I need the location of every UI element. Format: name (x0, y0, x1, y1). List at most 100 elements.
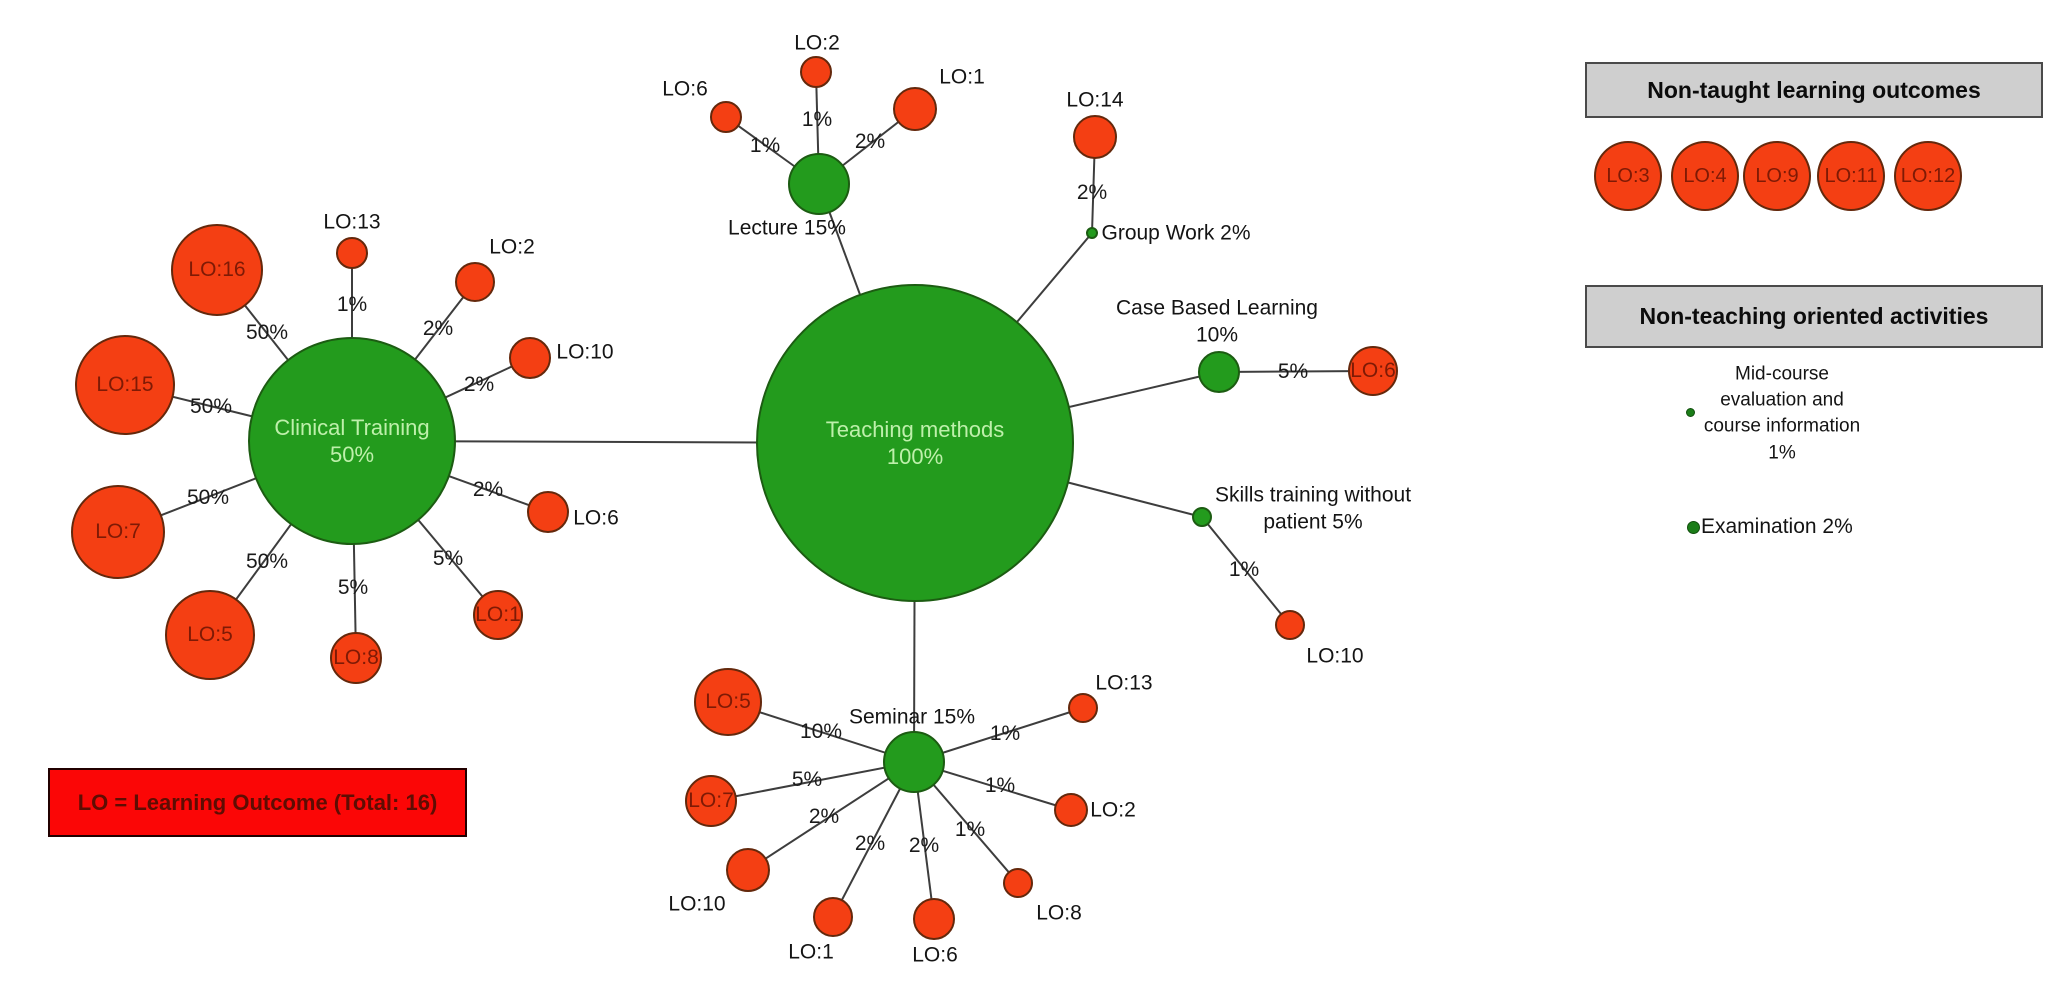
node-lo8-seminar (1003, 868, 1033, 898)
node-lo5-seminar: LO:5 (694, 668, 762, 736)
node-lo16-clinical: LO:16 (171, 224, 263, 316)
edge-label-seminar-lo5-seminar: 10% (799, 720, 843, 743)
edge-case-based-learning-lo6-cbl (1218, 370, 1374, 373)
edge-seminar-lo7-seminar (710, 761, 915, 802)
non-taught-lo-chip: LO:3 (1594, 141, 1662, 211)
node-label-lo8-clinical: LO:8 (333, 645, 379, 669)
edge-label-clinical-training-lo7-clinical: 50% (186, 486, 230, 509)
node-label-lo2-lecture: LO:2 (794, 31, 840, 55)
node-lo10-seminar (726, 848, 770, 892)
node-label-lo10-clinical: LO:10 (556, 340, 614, 364)
node-lo2-seminar (1054, 793, 1088, 827)
node-label-teaching-methods: Teaching methods 100% (825, 416, 1005, 470)
node-lo1-clinical: LO:1 (473, 590, 523, 640)
edge-label-seminar-lo7-seminar: 5% (791, 768, 823, 791)
node-label-lo2-clinical: LO:2 (489, 235, 535, 259)
node-label-lo15-clinical: LO:15 (96, 372, 154, 396)
node-label-lo6-seminar: LO:6 (912, 943, 958, 967)
node-label-lecture: Lecture 15% (728, 216, 846, 240)
node-skills-training (1192, 507, 1212, 527)
node-lo13-seminar (1068, 693, 1098, 723)
non-taught-lo-chip: LO:12 (1894, 141, 1962, 211)
node-lo1-lecture (893, 87, 937, 131)
edge-label-seminar-lo1-seminar: 2% (854, 832, 886, 855)
edge-label-lecture-lo1-lecture: 2% (854, 130, 886, 153)
node-label-lo14-group-work: LO:14 (1066, 88, 1124, 112)
node-label-lo7-clinical: LO:7 (95, 519, 141, 543)
node-label-clinical-training: Clinical Training 50% (274, 414, 430, 468)
edge-label-group-work-lo14-group-work: 2% (1076, 181, 1108, 204)
examination-dot-icon (1687, 521, 1700, 534)
node-label-lo13-clinical: LO:13 (323, 210, 381, 234)
node-label-group-work: Group Work 2% (1101, 221, 1251, 245)
node-lo8-clinical: LO:8 (330, 632, 382, 684)
non-taught-lo-chip: LO:9 (1743, 141, 1811, 211)
node-lo6-seminar (913, 898, 955, 940)
edge-label-lecture-lo2-lecture: 1% (801, 108, 833, 131)
edge-label-clinical-training-lo15-clinical: 50% (189, 395, 233, 418)
node-lo6-lecture (710, 101, 742, 133)
node-lecture (788, 153, 850, 215)
legend-box: LO = Learning Outcome (Total: 16) (48, 768, 467, 837)
edge-label-clinical-training-lo1-clinical: 5% (432, 547, 464, 570)
node-teaching-methods: Teaching methods 100% (756, 284, 1074, 602)
node-lo10-skills (1275, 610, 1305, 640)
node-label-lo13-seminar: LO:13 (1095, 671, 1153, 695)
node-lo1-seminar (813, 897, 853, 937)
node-label-skills-training: Skills training without patient 5% (1214, 483, 1412, 534)
node-label-lo5-seminar: LO:5 (705, 689, 751, 713)
edge-label-seminar-lo10-seminar: 2% (808, 805, 840, 828)
node-lo15-clinical: LO:15 (75, 335, 175, 435)
edge-label-clinical-training-lo5-clinical: 50% (245, 550, 289, 573)
edge-seminar-lo10-seminar (747, 761, 915, 871)
node-label-lo1-clinical: LO:1 (475, 602, 521, 626)
non-taught-lo-chip: LO:11 (1817, 141, 1885, 211)
node-case-based-learning (1198, 351, 1240, 393)
edge-label-seminar-lo8-seminar: 1% (954, 818, 986, 841)
non-teaching-activities-header: Non-teaching oriented activities (1585, 285, 2043, 348)
edge-label-seminar-lo2-seminar: 1% (984, 774, 1016, 797)
node-lo14-group-work (1073, 115, 1117, 159)
edge-label-case-based-learning-lo6-cbl: 5% (1277, 360, 1309, 383)
node-label-lo1-seminar: LO:1 (788, 940, 834, 964)
node-lo7-seminar: LO:7 (685, 775, 737, 827)
node-label-lo7-seminar: LO:7 (688, 788, 734, 812)
node-label-lo5-clinical: LO:5 (187, 622, 233, 646)
edge-label-clinical-training-lo13-clinical: 1% (336, 293, 368, 316)
node-label-lo6-lecture: LO:6 (662, 77, 708, 101)
edge-label-clinical-training-lo10-clinical: 2% (463, 373, 495, 396)
node-label-lo2-seminar: LO:2 (1090, 798, 1136, 822)
node-lo5-clinical: LO:5 (165, 590, 255, 680)
node-lo2-clinical (455, 262, 495, 302)
node-label-lo8-seminar: LO:8 (1036, 901, 1082, 925)
examination-label: Examination 2% (1701, 515, 1853, 538)
legend-text: LO = Learning Outcome (Total: 16) (77, 789, 438, 815)
node-lo6-cbl: LO:6 (1348, 346, 1398, 396)
node-label-lo10-seminar: LO:10 (668, 892, 726, 916)
node-lo6-clinical (527, 491, 569, 533)
node-label-lo16-clinical: LO:16 (188, 257, 246, 281)
node-lo7-clinical: LO:7 (71, 485, 165, 579)
node-label-seminar: Seminar 15% (848, 705, 976, 729)
node-label-lo6-clinical: LO:6 (573, 506, 619, 530)
mid-course-label: Mid-course evaluation and course informa… (1703, 363, 1861, 464)
edge-label-clinical-training-lo2-clinical: 2% (422, 317, 454, 340)
edge-label-clinical-training-lo8-clinical: 5% (337, 576, 369, 599)
node-label-lo10-skills: LO:10 (1306, 644, 1364, 668)
edge-label-clinical-training-lo6-clinical: 2% (472, 478, 504, 501)
edge-label-clinical-training-lo16-clinical: 50% (245, 321, 289, 344)
mid-course-dot-icon (1686, 408, 1695, 417)
edge-label-skills-training-lo10-skills: 1% (1228, 558, 1260, 581)
edge-skills-training-lo10-skills (1201, 516, 1291, 626)
non-taught-lo-chip: LO:4 (1671, 141, 1739, 211)
edge-label-seminar-lo6-seminar: 2% (908, 834, 940, 857)
node-clinical-training: Clinical Training 50% (248, 337, 456, 545)
node-lo10-clinical (509, 337, 551, 379)
node-lo2-lecture (800, 56, 832, 88)
node-lo13-clinical (336, 237, 368, 269)
node-group-work (1086, 227, 1098, 239)
non-taught-outcomes-header: Non-taught learning outcomes (1585, 62, 2043, 118)
node-label-lo6-cbl: LO:6 (1350, 358, 1396, 382)
node-seminar (883, 731, 945, 793)
